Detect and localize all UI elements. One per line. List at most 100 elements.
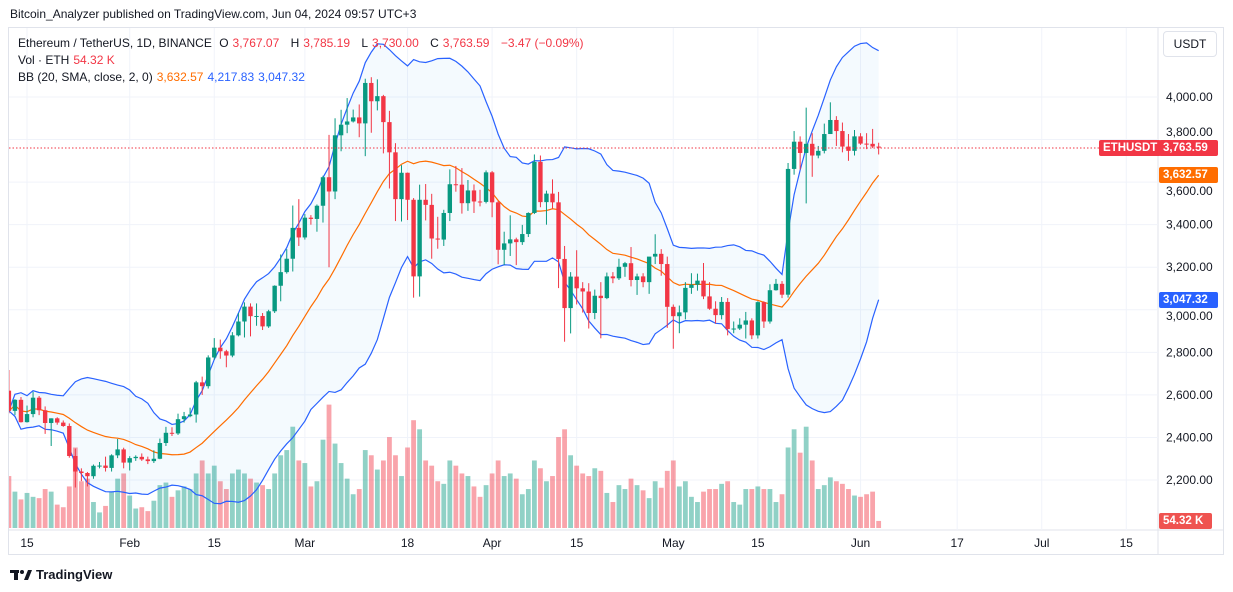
candle-body [604,276,610,299]
volume-bar [628,478,634,528]
candle-body [870,143,875,147]
volume-bar [852,495,857,528]
candle-body [199,382,205,387]
currency-button[interactable]: USDT [1163,31,1217,57]
candle-body [36,397,42,411]
volume-bar [175,490,181,528]
x-tick-label: 15 [20,536,34,550]
volume-bar [12,491,18,528]
candle-body [369,82,374,102]
volume-bar [380,460,386,528]
tradingview-logo-icon [10,569,32,580]
candle-body [296,227,302,238]
volume-bar [393,455,398,528]
volume-bar [495,460,501,528]
candle-body [453,184,459,186]
bb-upper-line [9,42,879,426]
candle-body [791,141,797,169]
volume-bar [447,460,453,528]
volume-bar [217,481,223,528]
volume-bar [187,489,193,528]
candle-body [767,290,773,322]
candle-body [284,258,289,273]
candle-body [520,234,525,243]
volume-bar [809,460,815,528]
candle-body [357,117,362,124]
price-axis[interactable]: 4,000.00 3,800.00 3,600.00 3,400.00 3,200.00… [1166,90,1213,487]
candle-body [151,458,157,462]
volume-bar [507,473,513,528]
candle-body [562,258,567,309]
volume-label[interactable]: Vol · ETH [18,53,70,67]
candle-body [616,266,622,279]
volume-bar [423,460,429,528]
volume-bar [821,485,827,528]
candle-body [659,253,664,265]
volume-bar [133,508,139,528]
close-value: 3,763.59 [442,36,490,50]
candle-body [308,217,314,219]
candle-body [713,308,718,316]
open-value: 3,767.07 [232,36,280,50]
candle-body [508,239,513,244]
volume-bar [405,447,410,528]
bb-basis-tag: 3,632.57 [1159,167,1218,183]
volume-bar [320,439,326,528]
bb-lower-tag: 3,047.32 [1159,292,1218,308]
candle-body [574,276,579,289]
volume-bar [338,463,344,528]
candle-body [411,199,416,277]
time-axis[interactable]: 15 Feb 15 Mar 18 Apr 15 May 15 Jun 17 Jul 15 [20,536,1133,550]
volume-bars [9,404,882,528]
candle-body [652,253,658,257]
volume-bar [604,492,610,528]
volume-bar [646,498,652,528]
volume-bar [725,481,731,528]
bb-lower-line [9,255,880,505]
candle-body [755,302,761,336]
candle-body [139,456,144,460]
volume-bar [477,496,483,528]
change-value: −3.47 (−0.09%) [500,36,584,50]
volume-bar [743,489,749,528]
tradingview-logo[interactable]: TradingView [10,567,112,582]
volume-bar [48,491,54,528]
volume-bar [749,489,755,528]
symbol-price-tag: ETHUSDT [1099,140,1162,156]
volume-bar [278,455,284,528]
candle-body [876,146,881,148]
volume-bar [145,511,151,528]
candle-body [701,280,706,297]
volume-bar [115,478,121,528]
candle-body [417,199,422,277]
x-tick-label: 15 [751,536,765,550]
candle-body [363,82,368,124]
chart-panel[interactable] [8,27,1224,555]
volume-bar [773,502,779,528]
volume-bar [308,486,314,528]
candle-body [423,199,428,205]
candle-body [224,351,229,356]
candle-body [592,295,597,313]
candle-body [187,414,193,417]
x-tick-label: Jun [851,536,870,550]
volume-bar [272,473,278,528]
volume-bar [181,486,187,528]
y-tick-label: 2,400.00 [1166,430,1213,444]
bb-label[interactable]: BB (20, SMA, close, 2, 0) [18,70,153,84]
candle-body [816,150,821,156]
legend-bb-row: BB (20, SMA, close, 2, 0) 3,632.57 4,217.8… [18,69,588,86]
open-label: O [219,36,229,50]
candle-body [810,143,815,156]
close-label: C [430,36,439,50]
volume-bar [36,498,42,528]
candle-body [375,96,380,102]
candle-body [193,382,199,415]
volume-bar [755,486,761,528]
candle-body [779,283,785,295]
volume-bar [791,429,797,528]
candle-body [495,202,501,250]
symbol-name[interactable]: Ethereum / TetherUS, 1D, BINANCE [18,36,212,50]
candle-body [326,177,332,192]
